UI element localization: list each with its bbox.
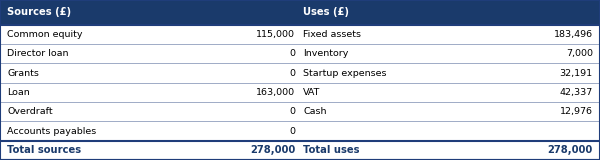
Text: Startup expenses: Startup expenses	[303, 69, 386, 78]
Text: Fixed assets: Fixed assets	[303, 30, 361, 39]
Text: 183,496: 183,496	[554, 30, 593, 39]
Text: VAT: VAT	[303, 88, 320, 97]
Text: Grants: Grants	[7, 69, 39, 78]
Text: Common equity: Common equity	[7, 30, 83, 39]
Text: 0: 0	[289, 69, 295, 78]
Text: 278,000: 278,000	[548, 145, 593, 155]
Text: Overdraft: Overdraft	[7, 107, 53, 116]
Text: 0: 0	[289, 49, 295, 58]
Text: 0: 0	[289, 107, 295, 116]
Text: Loan: Loan	[7, 88, 30, 97]
Text: Cash: Cash	[303, 107, 326, 116]
Text: Director loan: Director loan	[7, 49, 69, 58]
Text: 32,191: 32,191	[560, 69, 593, 78]
Text: Total sources: Total sources	[7, 145, 82, 155]
Text: 278,000: 278,000	[250, 145, 295, 155]
Text: Accounts payables: Accounts payables	[7, 127, 97, 136]
Text: 0: 0	[289, 127, 295, 136]
Text: Total uses: Total uses	[303, 145, 359, 155]
Text: Uses (£): Uses (£)	[303, 7, 349, 17]
Text: Sources (£): Sources (£)	[7, 7, 71, 17]
Text: 42,337: 42,337	[560, 88, 593, 97]
Text: 115,000: 115,000	[256, 30, 295, 39]
Text: 12,976: 12,976	[560, 107, 593, 116]
Bar	[0, 0, 600, 25]
Text: 163,000: 163,000	[256, 88, 295, 97]
Text: 7,000: 7,000	[566, 49, 593, 58]
Text: Inventory: Inventory	[303, 49, 349, 58]
